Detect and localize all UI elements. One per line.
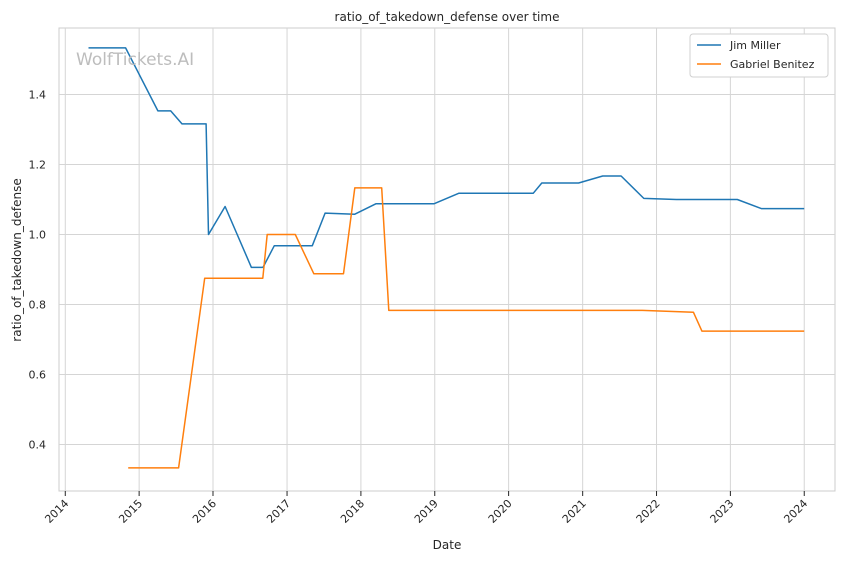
x-tick-label: 2015 [116,497,145,526]
legend: Jim Miller Gabriel Benitez [689,33,829,78]
legend-label-jim-miller: Jim Miller [729,39,781,52]
x-tick-label: 2014 [42,497,71,526]
x-tick-label: 2020 [486,497,515,526]
series-line-jim-miller [88,47,805,269]
watermark: WolfTickets.AI [76,50,194,70]
chart-title: ratio_of_takedown_defense over time [335,10,560,24]
legend-label-gabriel-benitez: Gabriel Benitez [730,58,815,71]
y-tick-label: 1.0 [29,228,47,241]
y-tick-label: 1.2 [29,158,47,171]
x-tick-label: 2022 [634,497,663,526]
y-axis-ticks: 0.4 0.6 0.8 1.0 1.2 1.4 [29,88,47,451]
series-layer [88,47,805,469]
y-tick-label: 0.6 [29,368,47,381]
x-tick-label: 2017 [264,497,293,526]
y-tick-label: 0.4 [29,438,47,451]
x-tick-label: 2018 [338,497,367,526]
x-tick-label: 2019 [412,497,441,526]
x-tick-label: 2021 [560,497,589,526]
x-tick-label: 2024 [781,497,810,526]
legend-box [689,33,829,78]
y-tick-label: 0.8 [29,298,47,311]
y-axis-label: ratio_of_takedown_defense [10,178,24,341]
x-axis-label: Date [433,538,462,552]
plot-area [58,27,836,492]
grid-layer [59,28,835,491]
x-axis-ticks: 2014 2015 2016 2017 2018 2019 2020 2021 2022 2023… [42,491,810,526]
y-tick-label: 1.4 [29,88,47,101]
x-tick-label: 2023 [708,497,737,526]
x-tick-label: 2016 [190,497,219,526]
series-line-gabriel-benitez [128,187,805,469]
